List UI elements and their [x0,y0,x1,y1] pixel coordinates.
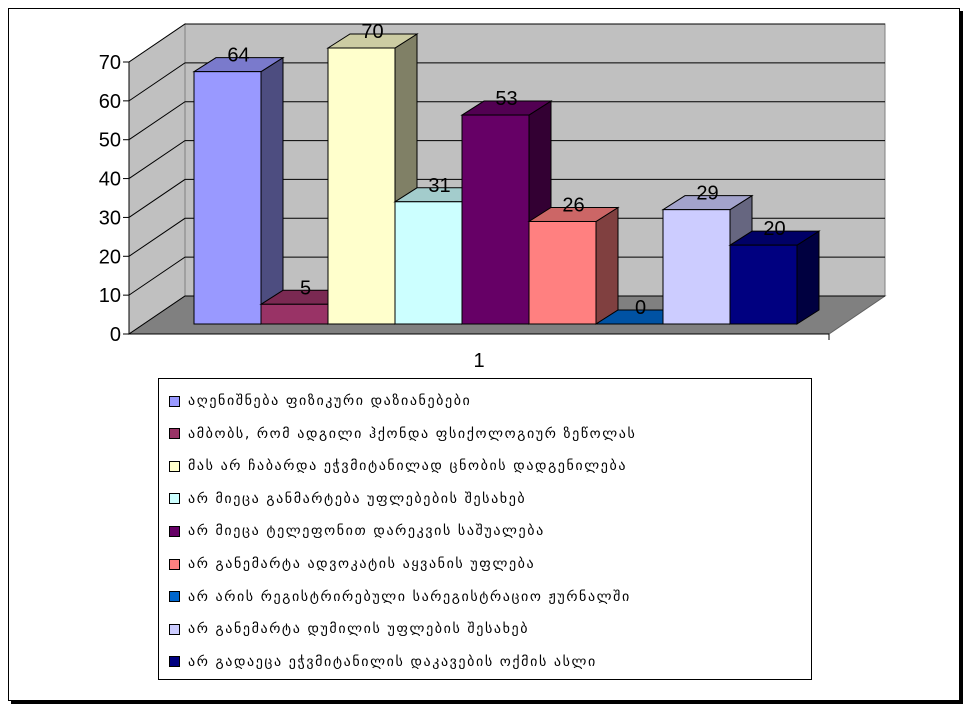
y-tick-label: 10 [99,285,121,307]
bar-value-label: 0 [635,297,646,319]
legend-item: არ განემარტა ადვოკატის აყვანის უფლება [169,553,535,575]
legend-label: არ გადაეცა ეჭვმიტანილის დაკავების ოქმის … [188,653,597,670]
bar-value-label: 5 [300,277,311,299]
bar-value-label: 64 [227,45,249,67]
bar-side [260,56,284,325]
bar [193,71,262,325]
legend-item: არ გადაეცა ეჭვმიტანილის დაკავების ოქმის … [169,651,597,673]
legend-swatch [169,525,180,537]
legend-item: არ მიეცა ტელეფონით დარეკვის საშუალება [169,520,545,542]
y-tick-label: 50 [99,130,121,152]
bar-value-label: 31 [428,175,450,197]
y-tick-label: 0 [110,324,121,346]
bar [461,114,530,325]
legend-swatch [169,656,180,668]
x-category-label: 1 [473,350,484,372]
legend-item: აღენიშნება ფიზიკური დაზიანებები [169,390,471,412]
y-tick-label: 40 [99,169,121,191]
gridline [128,295,885,335]
y-tick-label: 70 [99,52,121,74]
gridline [128,140,885,179]
y-tick-label: 60 [99,91,121,113]
legend-label: აღენიშნება ფიზიკური დაზიანებები [188,393,472,409]
bar-value-label: 70 [361,21,383,43]
bar-value-label: 20 [763,218,785,240]
legend-label: მას არ ჩაბარდა ეჭვმიტანილად ცნობის დადგე… [188,458,628,475]
legend-label: არ არის რეგისტრირებული სარეგისტრაციო ჟურ… [188,588,631,605]
legend-item: არ განემარტა დუმილის უფლების შესახებ [169,618,529,640]
legend-swatch [169,428,180,440]
legend-swatch [169,460,180,472]
y-tick-label: 20 [99,246,121,268]
legend-swatch [169,493,180,505]
legend-item: ამბობს, რომ ადგილი ჰქონდა ფსიქოლოგიურ ზე… [169,423,636,445]
legend-label: არ მიეცა განმარტება უფლებების შესახებ [188,490,527,507]
bar-side [796,230,820,325]
legend-swatch [169,591,180,603]
legend-label: არ მიეცა ტელეფონით დარეკვის საშუალება [188,523,545,540]
chart-legend: აღენიშნება ფიზიკური დაზიანებები ამბობს, რ… [158,378,812,680]
legend-swatch [169,558,180,570]
bar-value-label: 26 [562,194,584,216]
gridline [128,23,885,63]
gridline [128,256,885,296]
legend-item: მას არ ჩაბარდა ეჭვმიტანილად ცნობის დადგე… [169,455,627,477]
bar-value-label: 53 [495,88,517,110]
gridline [128,178,885,218]
y-tick-label: 30 [99,207,121,229]
gridline [128,217,885,257]
legend-label: ამბობს, რომ ადგილი ჰქონდა ფსიქოლოგიურ ზე… [188,425,637,442]
bar [528,220,597,325]
gridline [128,101,885,141]
legend-label: არ განემარტა ადვოკატის აყვანის უფლება [188,556,536,572]
legend-item: არ არის რეგისტრირებული სარეგისტრაციო ჟურ… [169,586,631,608]
bar-value-label: 29 [696,183,718,205]
gridline [128,62,885,102]
legend-label: არ განემარტა დუმილის უფლების შესახებ [188,621,530,638]
bar [327,47,396,325]
plot-side-wall [128,23,186,335]
bar [729,244,798,325]
legend-item: არ მიეცა განმარტება უფლებების შესახებ [169,488,526,510]
legend-swatch [169,623,180,635]
bar [662,209,731,325]
legend-swatch [169,395,180,407]
bar [260,303,329,325]
bar [394,201,463,325]
bar-side [595,206,619,325]
